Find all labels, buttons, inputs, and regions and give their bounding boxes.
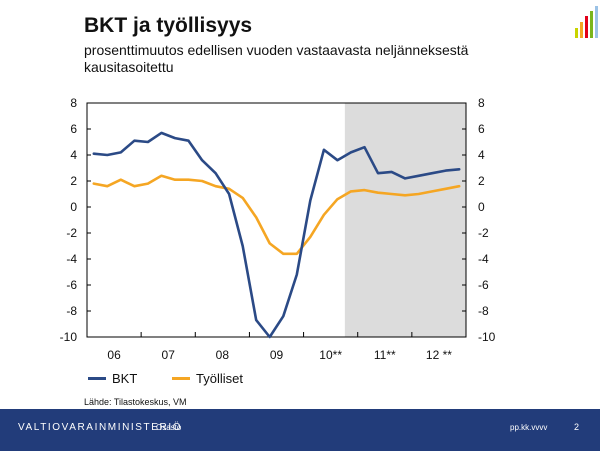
y-tick-label-left: 2: [70, 174, 77, 188]
y-tick-label-right: 0: [478, 200, 485, 214]
y-tick-label-left: 4: [70, 148, 77, 162]
y-tick-label-left: -2: [66, 226, 77, 240]
x-tick-label: 10**: [319, 348, 342, 362]
slide-subtitle: prosenttimuutos edellisen vuoden vastaav…: [84, 42, 469, 75]
y-tick-label-right: 8: [478, 96, 485, 110]
legend-label-bkt: BKT: [112, 371, 138, 386]
y-tick-label-right: -8: [478, 304, 489, 318]
x-tick-label: 06: [107, 348, 121, 362]
y-tick-label-right: -2: [478, 226, 489, 240]
slide-title: BKT ja työllisyys: [84, 14, 253, 37]
footer-date: pp.kk.vvvv: [510, 423, 548, 432]
footer-unit: Osasto: [156, 423, 182, 432]
footer-ministry-name: VALTIOVARAINMINISTERIÖ: [18, 422, 183, 433]
y-tick-label-left: -4: [66, 252, 77, 266]
y-tick-label-right: -4: [478, 252, 489, 266]
legend-swatch-bkt: [88, 377, 106, 381]
legend-item-tyolliset: Työlliset: [172, 371, 243, 386]
line-chart: -10 -10 -8 -8 -6 -6 -4 -4 -2 -2 0 0 2 2 4 4 6 6 8 8 06 07 08 09…: [60, 96, 496, 362]
x-tick-label: 12 **: [426, 348, 452, 362]
x-tick-label: 09: [270, 348, 284, 362]
y-tick-label-left: -10: [60, 330, 78, 344]
x-tick-label: 08: [216, 348, 230, 362]
y-tick-label-left: 6: [70, 122, 77, 136]
plot-frame: [86, 102, 467, 338]
forecast-shading: [344, 103, 466, 337]
ministry-logo-icon: [575, 6, 598, 38]
y-tick-label-left: -8: [66, 304, 77, 318]
source-note: Lähde: Tilastokeskus, VM: [84, 397, 187, 407]
y-tick-label-right: -6: [478, 278, 489, 292]
tyolliset-line: [92, 174, 461, 256]
legend-label-tyolliset: Työlliset: [196, 371, 243, 386]
y-tick-label-left: 0: [70, 200, 77, 214]
x-tick-label: 07: [162, 348, 176, 362]
footer-bar: VALTIOVARAINMINISTERIÖ Osasto pp.kk.vvvv…: [0, 409, 600, 451]
y-tick-label-right: 6: [478, 122, 485, 136]
y-tick-label-left: -6: [66, 278, 77, 292]
legend-item-bkt: BKT: [88, 371, 137, 386]
footer-page-number: 2: [574, 422, 580, 432]
y-tick-label-right: 4: [478, 148, 485, 162]
x-tick-label: 11**: [374, 348, 396, 362]
y-tick-label-right: -10: [478, 330, 496, 344]
bkt-line: [92, 131, 461, 339]
legend-swatch-tyolliset: [172, 377, 190, 381]
y-tick-label-right: 2: [478, 174, 485, 188]
y-tick-label-left: 8: [70, 96, 77, 110]
